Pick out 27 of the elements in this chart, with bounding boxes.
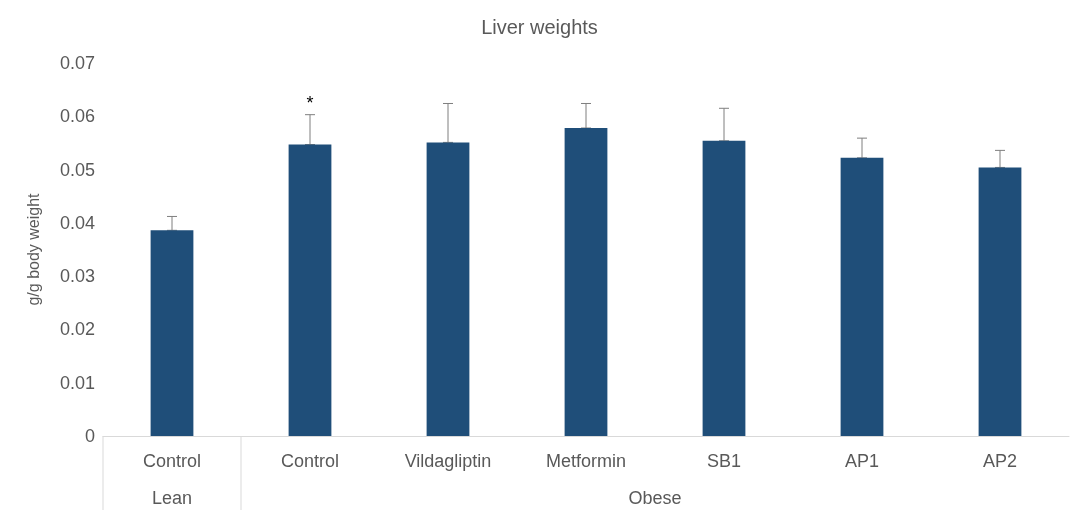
- text: Lean: [151, 488, 193, 508]
- x-tick-label: Control: [142, 451, 202, 471]
- y-tick-label: 0.02: [59, 319, 95, 340]
- x-tick-label: Vildagliptin: [404, 451, 492, 471]
- bar: [978, 167, 1022, 436]
- y-tick-label: 0.05: [59, 159, 95, 180]
- data-label: *: [306, 92, 314, 113]
- x-tick-label: AP2: [982, 451, 1018, 471]
- bar: [150, 230, 194, 436]
- bar: [288, 144, 332, 436]
- y-tick-label: 0: [84, 426, 95, 446]
- y-tick-label: 0.07: [59, 53, 95, 73]
- text: Obese: [628, 488, 682, 508]
- x-tick-label: SB1: [706, 451, 742, 471]
- x-tick-label: Control: [280, 451, 340, 471]
- y-tick-label: 0.03: [59, 266, 95, 287]
- y-tick-label: 0.01: [59, 372, 95, 393]
- bar: [564, 128, 608, 436]
- chart-title: Liver weights: [481, 16, 598, 38]
- y-tick-label: 0.06: [59, 106, 95, 127]
- bar: [426, 142, 470, 436]
- x-tick-label: AP1: [844, 451, 880, 471]
- x-tick-label: Metformin: [545, 451, 627, 471]
- bar: [702, 140, 746, 436]
- y-axis-title: g/g body weight: [24, 192, 42, 306]
- y-tick-label: 0.04: [59, 212, 95, 233]
- bar: [840, 157, 884, 436]
